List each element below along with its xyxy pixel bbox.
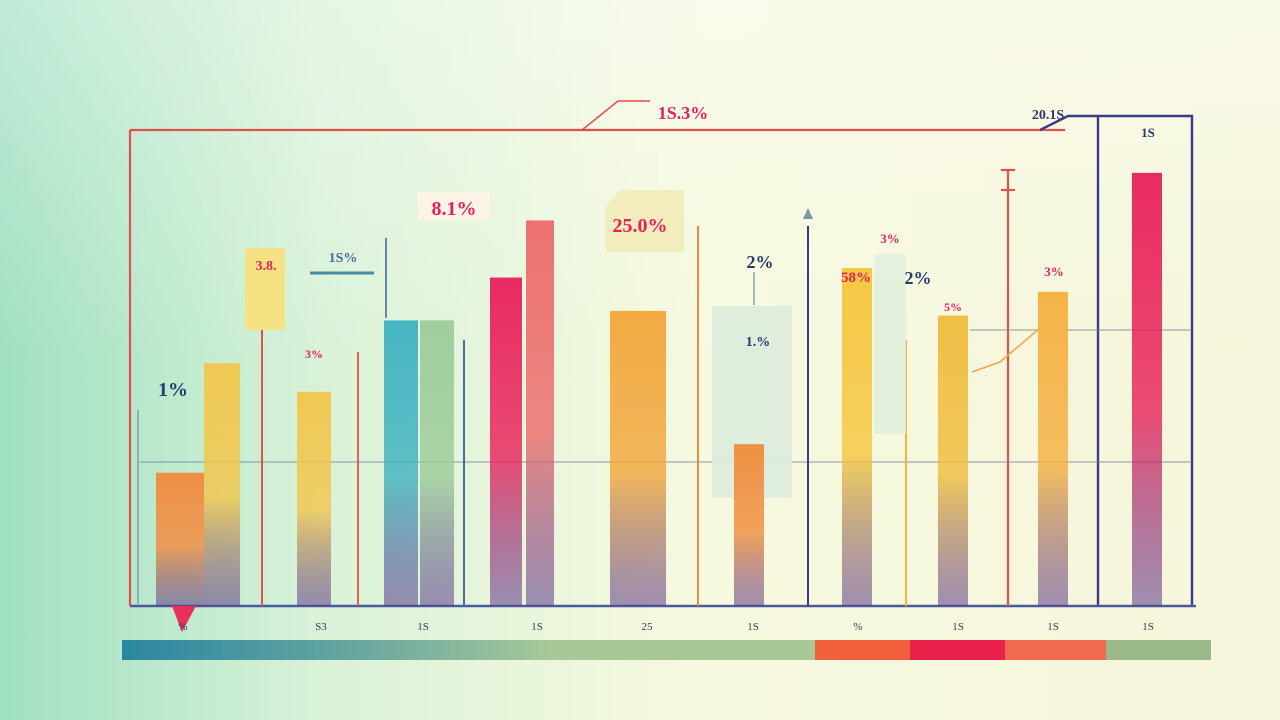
data-label: 1.% bbox=[746, 335, 771, 350]
bar-9 bbox=[734, 444, 764, 606]
track-segment bbox=[122, 640, 815, 660]
x-tick-label: 1S bbox=[1047, 621, 1059, 633]
label-panel bbox=[606, 190, 684, 252]
data-label: 2% bbox=[747, 252, 774, 272]
x-tick-label: 25 bbox=[642, 621, 654, 633]
trend-line bbox=[971, 327, 1041, 373]
data-label: 3.8. bbox=[256, 259, 277, 274]
right-frame-line bbox=[1039, 114, 1194, 606]
x-axis-ticks: % S3 1S 1S 25 1S% 1S 1S 1S bbox=[178, 621, 1153, 633]
data-label: 3% bbox=[1044, 264, 1064, 279]
x-tick-label: % bbox=[853, 621, 862, 633]
data-label: 58% bbox=[841, 270, 871, 286]
data-label: 1S.3% bbox=[658, 103, 709, 123]
bar-4 bbox=[384, 320, 418, 606]
data-label: 1S bbox=[1141, 125, 1155, 140]
down-arrow-icon bbox=[172, 606, 196, 632]
bar-2 bbox=[204, 363, 240, 606]
bar-1 bbox=[156, 472, 204, 606]
data-label: 8.1% bbox=[432, 198, 477, 220]
data-label: 3% bbox=[305, 347, 323, 361]
x-tick-label: 1S bbox=[531, 621, 543, 633]
x-tick-label: 1S bbox=[747, 621, 759, 633]
bottom-color-track bbox=[122, 640, 1211, 660]
bar-8 bbox=[610, 310, 666, 606]
track-segment bbox=[815, 640, 910, 660]
data-label: 5% bbox=[944, 300, 962, 314]
annotations-group: 1% 3.8. 1S% 3% 8.1% 1S.3% 25.0% 2% 1.% 58% 3% 2% 5% 3… bbox=[158, 103, 1155, 401]
track-segment bbox=[910, 640, 1005, 660]
data-label: 3% bbox=[880, 231, 900, 246]
triangle-marker-icon bbox=[803, 208, 813, 219]
top-callout-line bbox=[581, 100, 650, 131]
bar-10 bbox=[842, 268, 872, 606]
label-panel bbox=[245, 248, 285, 330]
x-tick-label: 1S bbox=[952, 621, 964, 633]
x-tick-label: 1S bbox=[417, 621, 429, 633]
data-label: 25.0% bbox=[613, 215, 668, 237]
data-label: 20.1S bbox=[1032, 108, 1065, 123]
data-label: 2% bbox=[905, 268, 932, 288]
x-tick-label: 1S bbox=[1142, 621, 1154, 633]
bars-group bbox=[156, 172, 1162, 606]
bar-3 bbox=[297, 391, 331, 606]
bar-5 bbox=[420, 320, 454, 606]
label-panel bbox=[874, 254, 906, 434]
track-segment bbox=[1005, 640, 1106, 660]
bar-11 bbox=[938, 315, 968, 606]
track-segment bbox=[1106, 640, 1211, 660]
bar-13 bbox=[1132, 172, 1162, 606]
data-label: 1% bbox=[158, 379, 188, 401]
background-glow bbox=[0, 0, 1280, 360]
bar-7 bbox=[526, 220, 554, 606]
x-tick-label: S3 bbox=[315, 621, 327, 633]
bar-6 bbox=[490, 277, 522, 606]
x-tick-label: % bbox=[178, 621, 187, 633]
bar-12 bbox=[1038, 291, 1068, 606]
label-panel bbox=[418, 192, 490, 220]
data-label: 1S% bbox=[329, 251, 358, 266]
